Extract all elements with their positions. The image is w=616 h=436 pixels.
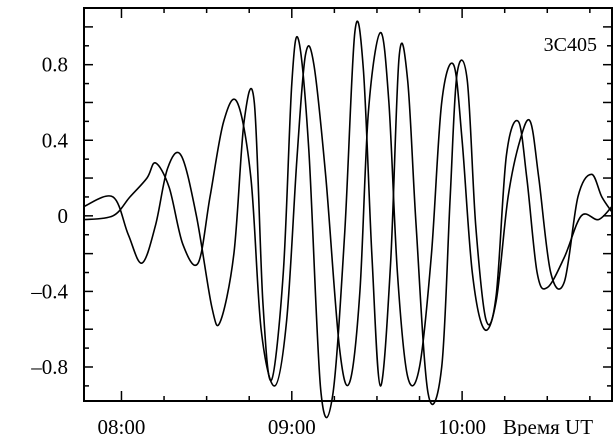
- y-tick-label: 0.4: [42, 128, 69, 152]
- x-axis: 08:00 09:00 10:00: [98, 8, 591, 436]
- x-axis-label: Время UT: [503, 415, 593, 436]
- y-axis: 0.8 0.4 0 –0.4 –0.8: [30, 26, 612, 387]
- chart-title: 3C405: [544, 34, 597, 56]
- y-tick-label: –0.4: [30, 279, 68, 303]
- x-tick-label: 09:00: [268, 415, 316, 436]
- y-tick-label: 0.8: [42, 53, 68, 77]
- series-lines: [83, 20, 613, 419]
- series-line-2: [83, 31, 613, 387]
- series-line-1: [83, 20, 613, 419]
- y-tick-label: –0.8: [30, 355, 68, 379]
- x-tick-label: 08:00: [98, 415, 146, 436]
- plot-frame: [83, 7, 613, 402]
- x-tick-label: 10:00: [438, 415, 486, 436]
- y-tick-label: 0: [58, 204, 69, 228]
